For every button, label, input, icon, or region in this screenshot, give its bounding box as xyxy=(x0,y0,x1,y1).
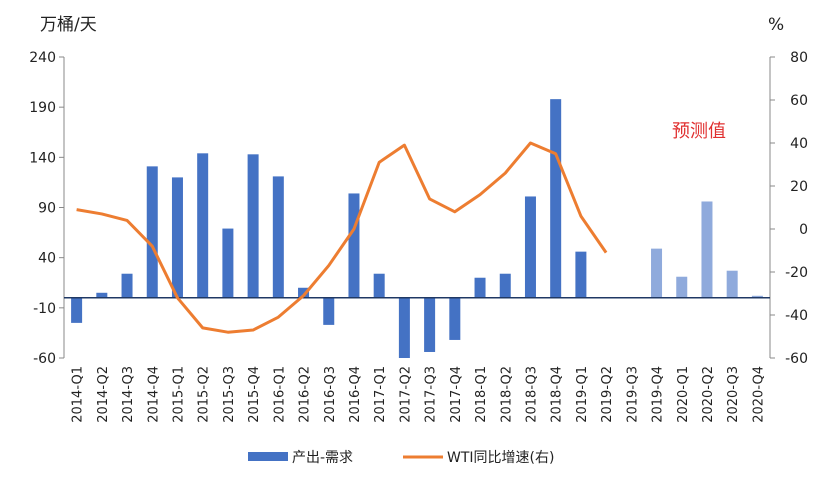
y2-tick-label: 0 xyxy=(799,222,808,238)
y-tick-label: 140 xyxy=(29,150,56,166)
x-tick-label: 2019-Q4 xyxy=(651,366,666,423)
bar xyxy=(146,166,158,298)
y-axis-title: 万桶/天 xyxy=(40,15,97,35)
x-tick-label: 2014-Q2 xyxy=(96,366,111,423)
bar xyxy=(373,273,385,298)
x-tick-label: 2017-Q2 xyxy=(398,366,413,423)
x-tick-label: 2019-Q1 xyxy=(575,366,590,423)
x-tick-label: 2020-Q1 xyxy=(676,366,691,423)
y-tick-label: -10 xyxy=(33,301,56,317)
bar xyxy=(651,248,663,298)
bar xyxy=(96,292,108,298)
bar xyxy=(272,176,284,298)
legend-swatch xyxy=(248,452,288,461)
x-tick-label: 2018-Q1 xyxy=(474,366,489,423)
legend-label: 产出-需求 xyxy=(292,450,353,466)
x-tick-label: 2016-Q3 xyxy=(323,366,338,423)
x-tick-label: 2014-Q1 xyxy=(71,366,86,423)
bar xyxy=(726,270,738,298)
y2-tick-label: -20 xyxy=(785,265,808,281)
bar xyxy=(575,251,587,298)
x-tick-label: 2016-Q2 xyxy=(298,366,313,423)
bar xyxy=(398,297,410,358)
line xyxy=(76,141,608,334)
y-tick-label: -60 xyxy=(33,351,56,367)
x-tick-label: 2014-Q4 xyxy=(146,366,161,423)
x-tick-label: 2015-Q1 xyxy=(171,366,186,423)
bar xyxy=(197,153,209,298)
bar xyxy=(499,273,511,298)
bar xyxy=(751,295,763,298)
x-tick-label: 2016-Q1 xyxy=(272,366,287,423)
legend-label: WTI同比增速(右) xyxy=(447,450,554,466)
x-tick-label: 2015-Q4 xyxy=(247,366,262,423)
y2-tick-label: 60 xyxy=(790,93,808,109)
bar xyxy=(701,201,713,298)
bar xyxy=(348,193,360,298)
bar xyxy=(524,196,536,298)
y2-tick-label: -60 xyxy=(785,351,808,367)
x-tick-label: 2020-Q2 xyxy=(701,366,716,423)
y2-axis-title: % xyxy=(768,15,784,35)
bar xyxy=(121,273,133,298)
x-tick-label: 2015-Q3 xyxy=(222,366,237,423)
x-tick-label: 2017-Q3 xyxy=(424,366,439,423)
bar xyxy=(449,297,461,340)
bar xyxy=(474,277,486,298)
y-tick-label: 40 xyxy=(38,251,56,267)
bar xyxy=(676,276,688,298)
y-tick-label: 190 xyxy=(29,100,56,116)
bar xyxy=(550,99,562,298)
bar xyxy=(298,287,310,298)
bar xyxy=(71,297,83,323)
bar xyxy=(171,177,183,298)
x-tick-label: 2018-Q2 xyxy=(499,366,514,423)
y-tick-label: 90 xyxy=(38,201,56,217)
bar xyxy=(424,297,436,352)
x-tick-label: 2017-Q4 xyxy=(449,366,464,423)
y2-tick-label: 20 xyxy=(790,179,808,195)
bar xyxy=(323,297,335,325)
x-tick-label: 2016-Q4 xyxy=(348,366,363,423)
bar xyxy=(247,154,259,298)
annotation: 预测值 xyxy=(672,121,726,142)
x-tick-label: 2018-Q3 xyxy=(524,366,539,423)
bar xyxy=(222,228,234,298)
x-tick-label: 2019-Q3 xyxy=(625,366,640,423)
y2-tick-label: -40 xyxy=(785,308,808,324)
x-tick-label: 2020-Q4 xyxy=(751,366,766,423)
x-tick-label: 2018-Q4 xyxy=(550,366,565,423)
x-tick-label: 2017-Q1 xyxy=(373,366,388,423)
y-tick-label: 240 xyxy=(29,50,56,66)
x-tick-label: 2020-Q3 xyxy=(726,366,741,423)
x-tick-label: 2019-Q2 xyxy=(600,366,615,423)
y2-tick-label: 80 xyxy=(790,50,808,66)
y2-tick-label: 40 xyxy=(790,136,808,152)
x-tick-label: 2015-Q2 xyxy=(197,366,212,423)
x-tick-label: 2014-Q3 xyxy=(121,366,136,423)
